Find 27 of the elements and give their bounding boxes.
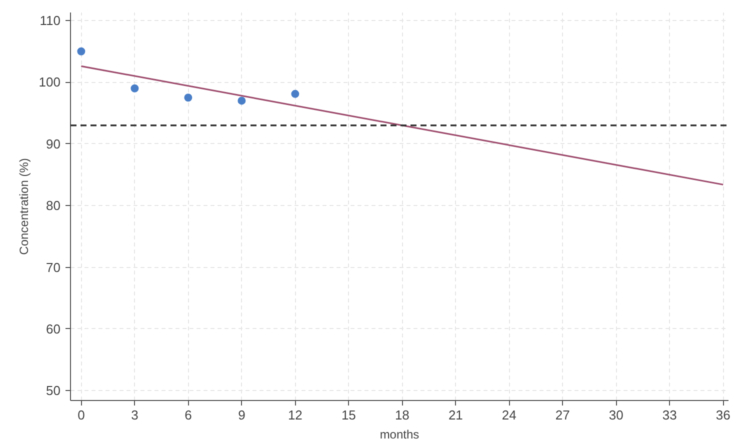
- x-tick-label: 6: [184, 408, 192, 422]
- y-axis-title: Concentration (%): [16, 158, 31, 255]
- y-tick-label: 90: [46, 136, 61, 152]
- x-tick-label: 3: [131, 408, 138, 422]
- y-tick-label: 80: [46, 198, 61, 214]
- x-tick-label: 27: [555, 408, 570, 422]
- y-tick-label: 110: [40, 13, 61, 28]
- y-tick-label: 60: [46, 321, 61, 336]
- y-tick-label: 50: [46, 383, 61, 398]
- x-tick-label: 30: [608, 408, 624, 422]
- x-tick-label: 12: [288, 408, 302, 422]
- point: [77, 47, 86, 56]
- point: [238, 96, 246, 105]
- x-tick-label: 15: [341, 408, 356, 422]
- x-tick-label: 0: [78, 408, 85, 422]
- x-tick-label: 9: [238, 408, 246, 422]
- point: [291, 90, 300, 98]
- point: [184, 94, 192, 102]
- point: [130, 84, 139, 92]
- x-tick-label: 21: [448, 408, 463, 422]
- x-tick-label: 36: [716, 408, 730, 422]
- y-tick-label: 70: [46, 260, 61, 275]
- x-tick-label: 18: [394, 408, 410, 422]
- x-tick-label: 33: [662, 408, 677, 422]
- y-tick-label: 100: [38, 74, 61, 90]
- x-tick-label: 24: [502, 408, 516, 422]
- x-axis-title: months: [380, 428, 420, 442]
